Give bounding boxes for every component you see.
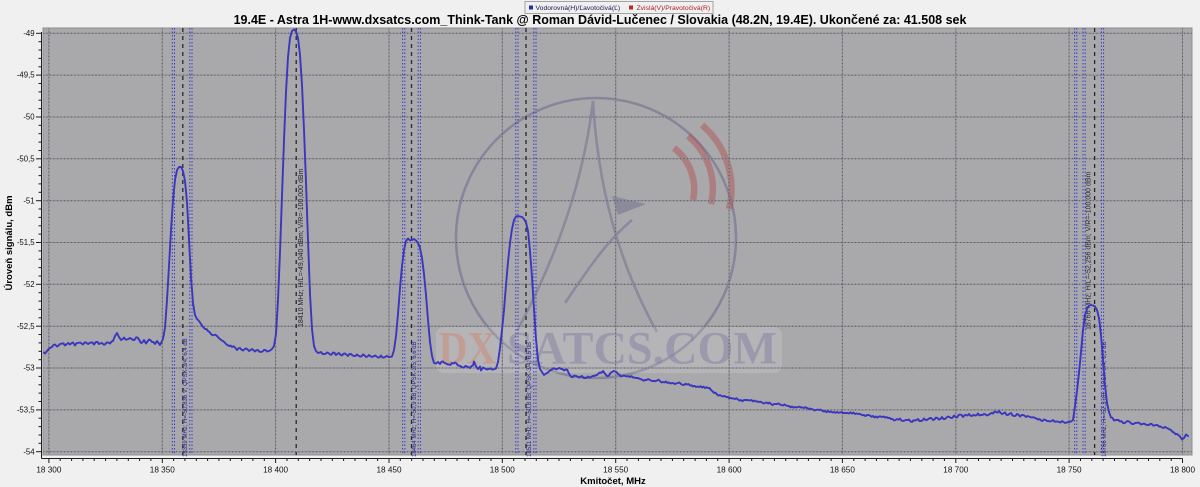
svg-text:18 400: 18 400 [263, 466, 288, 475]
svg-text:Zvislá(V)/Pravotočivá(R): Zvislá(V)/Pravotočivá(R) [637, 5, 711, 12]
svg-text:SATCS.COM: SATCS.COM [507, 323, 777, 375]
svg-text:-53: -53 [23, 364, 34, 373]
svg-text:18 750: 18 750 [1057, 466, 1082, 475]
svg-text:18464 MHz; H=-50,9 dB; QPSK-3/: 18464 MHz; H=-50,9 dB; QPSK-3/5; 6,6 dB [412, 341, 418, 457]
svg-text:-51: -51 [23, 196, 34, 205]
svg-text:18 700: 18 700 [943, 466, 968, 475]
svg-text:-50,5: -50,5 [17, 154, 35, 163]
svg-text:-52,5: -52,5 [17, 322, 35, 331]
svg-text:18 600: 18 600 [717, 466, 742, 475]
svg-text:Vodorovná(H)/Ľavotočivá(Ľ): Vodorovná(H)/Ľavotočivá(Ľ) [536, 5, 621, 12]
svg-text:18 650: 18 650 [830, 466, 855, 475]
svg-text:19.4E - Astra 1H-www.dxsatcs.c: 19.4E - Astra 1H-www.dxsatcs.com_Think-T… [234, 13, 967, 27]
svg-text:Úroveň signálu, dBm: Úroveň signálu, dBm [3, 195, 15, 290]
svg-text:18 300: 18 300 [36, 466, 61, 475]
svg-text:18359 MHz; H=-50,836 V; QPSK-3: 18359 MHz; H=-50,836 V; QPSK-3/4; 6,4 dB [183, 338, 189, 457]
svg-text:18766 MHz; H=-52,3 dB; QPSK-3/: 18766 MHz; H=-52,3 dB; QPSK-3/4; 6,1 dB [1102, 341, 1108, 457]
svg-text:18 500: 18 500 [490, 466, 515, 475]
svg-text:-49: -49 [23, 29, 34, 38]
svg-text:-53,5: -53,5 [17, 406, 35, 415]
svg-text:18410 MHz; H/L=-49,040 dBm; V/: 18410 MHz; H/L=-49,040 dBm; V/R=-100,000… [298, 168, 305, 327]
svg-text:18 800: 18 800 [1170, 466, 1195, 475]
svg-text:-50: -50 [23, 113, 35, 122]
svg-text:-49,5: -49,5 [17, 71, 35, 80]
svg-text:18 550: 18 550 [603, 466, 628, 475]
svg-text:18766 MHz; H/L=-52,256 dBm; V/: 18766 MHz; H/L=-52,256 dBm; V/R=-100,000… [1086, 171, 1093, 330]
svg-text:18 350: 18 350 [150, 466, 175, 475]
svg-text:18511 MHz; H=-50,8 dB; QPSK-3/: 18511 MHz; H=-50,8 dB; QPSK-3/4; 6,5 dB [527, 342, 533, 457]
svg-text:-52: -52 [23, 280, 34, 289]
svg-text:-54: -54 [23, 447, 35, 456]
svg-text:Kmitočet, MHz: Kmitočet, MHz [580, 476, 646, 487]
svg-text:18 450: 18 450 [376, 466, 401, 475]
svg-text:-51,5: -51,5 [17, 238, 35, 247]
